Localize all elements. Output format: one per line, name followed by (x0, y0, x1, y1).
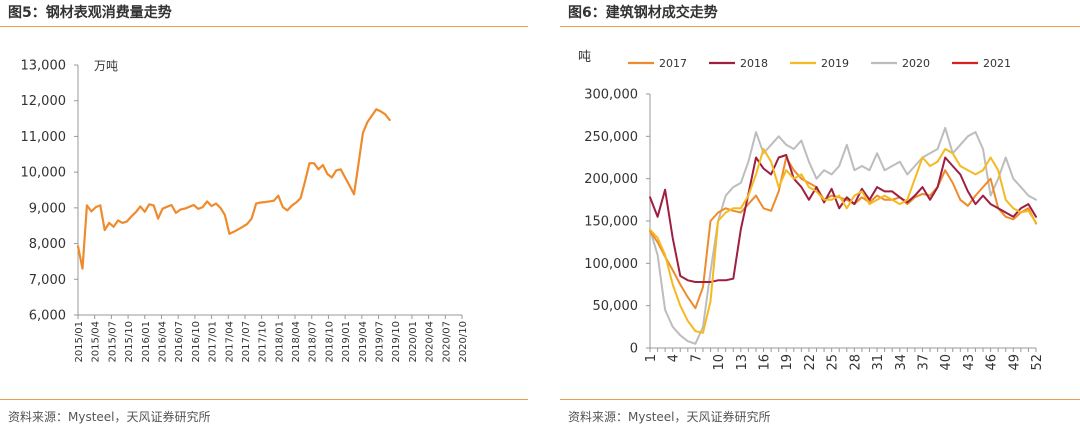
x-tick-label: 1 (644, 354, 659, 362)
y-tick-label: 8,000 (29, 237, 66, 252)
x-tick-label: 2015/04 (91, 321, 102, 363)
x-tick-label: 2017/01 (208, 321, 219, 363)
x-tick-label: 37 (916, 354, 931, 371)
right-bottom-rule (560, 399, 1080, 400)
y-tick-label: 9,000 (29, 201, 66, 216)
y-tick-label: 100,000 (584, 257, 638, 272)
x-tick-label: 2019/04 (358, 321, 369, 363)
x-tick-label: 2018/04 (291, 321, 302, 363)
x-tick-label: 2016/10 (191, 321, 202, 363)
x-tick-label: 2016/04 (157, 321, 168, 363)
y-tick-label: 12,000 (21, 94, 67, 109)
right-figure-panel: 图6：建筑钢材成交走势 0 50,000 100,000 150,000 200,000… (560, 0, 1080, 429)
y-tick-label: 7,000 (29, 273, 66, 288)
x-tick-label: 2020/04 (425, 321, 436, 363)
y-tick-label: 150,000 (584, 215, 638, 230)
legend-label-2019: 2019 (821, 57, 849, 70)
left-bottom-rule (0, 399, 528, 400)
x-tick-label: 52 (1030, 354, 1045, 371)
y-tick-label: 11,000 (21, 130, 67, 145)
x-tick-label: 19 (780, 354, 795, 371)
x-tick-label: 46 (985, 354, 1000, 371)
y-tick-label: 0 (630, 342, 638, 357)
x-tick-label: 22 (803, 354, 818, 371)
x-tick-label: 2017/04 (224, 321, 235, 363)
legend-label-2021: 2021 (983, 57, 1011, 70)
x-tick-label: 13 (735, 354, 750, 371)
x-tick-label: 2016/01 (141, 321, 152, 363)
x-tick-label: 2015/01 (74, 321, 85, 363)
unit-label: 吨 (578, 50, 591, 65)
y-tick-label: 13,000 (21, 59, 67, 74)
x-tick-label: 2020/01 (408, 321, 419, 363)
consumption-line (76, 108, 391, 270)
y-tick-label: 50,000 (593, 299, 639, 314)
x-tick-label: 2015/07 (107, 321, 118, 363)
x-tick-label: 2016/07 (174, 321, 185, 363)
x-tick-label: 2020/07 (441, 321, 452, 363)
x-tick-label: 49 (1007, 354, 1022, 371)
x-tick-label: 2017/10 (258, 321, 269, 363)
x-tick-label: 25 (826, 354, 841, 371)
construction-steel-trade-chart: 0 50,000 100,000 150,000 200,000 250,000 300,0… (578, 50, 1045, 371)
x-tick-label: 40 (939, 354, 954, 371)
legend-label-2017: 2017 (659, 57, 687, 70)
x-tick-label: 16 (758, 354, 773, 371)
y-tick-label: 200,000 (584, 172, 638, 187)
x-tick-label: 28 (848, 354, 863, 371)
x-tick-label: 10 (712, 354, 727, 371)
x-tick-label: 7 (689, 354, 704, 362)
right-top-rule (560, 26, 1080, 27)
x-tick-label: 31 (871, 354, 886, 371)
x-tick-label: 43 (962, 354, 977, 371)
x-tick-label: 2018/01 (274, 321, 285, 363)
y-tick-label: 300,000 (584, 88, 638, 103)
x-tick-label: 2020/10 (458, 321, 469, 363)
y-tick-label: 6,000 (29, 309, 66, 324)
apparent-consumption-chart: 6,000 7,000 8,000 9,000 10,000 11,000 12,000 13… (21, 59, 470, 363)
right-figure-title: 图6：建筑钢材成交走势 (568, 5, 718, 21)
left-top-rule (0, 26, 528, 27)
series-line-2017 (649, 156, 1037, 310)
series-line-2019 (649, 148, 1037, 334)
x-tick-label: 2019/07 (375, 321, 386, 363)
legend-label-2020: 2020 (902, 57, 930, 70)
series-line-2020 (649, 126, 1037, 345)
x-tick-label: 4 (667, 354, 682, 362)
y-tick-label: 250,000 (584, 130, 638, 145)
y-tick-label: 10,000 (21, 166, 67, 181)
x-tick-label: 2019/10 (391, 321, 402, 363)
unit-label: 万吨 (94, 59, 118, 73)
x-tick-label: 34 (894, 354, 909, 371)
x-tick-label: 2017/07 (241, 321, 252, 363)
left-figure-panel: 图5：钢材表观消费量走势 6,000 7,000 8,000 9,000 10,000 1… (0, 0, 528, 429)
legend-label-2018: 2018 (740, 57, 768, 70)
x-tick-label: 2015/10 (124, 321, 135, 363)
x-tick-label: 2019/01 (341, 321, 352, 363)
x-tick-label: 2018/10 (324, 321, 335, 363)
left-source-note: 资料来源：Mysteel，天风证券研究所 (8, 410, 211, 424)
x-tick-label: 2018/07 (308, 321, 319, 363)
left-figure-title: 图5：钢材表观消费量走势 (8, 5, 172, 21)
right-source-note: 资料来源：Mysteel，天风证券研究所 (568, 410, 771, 424)
